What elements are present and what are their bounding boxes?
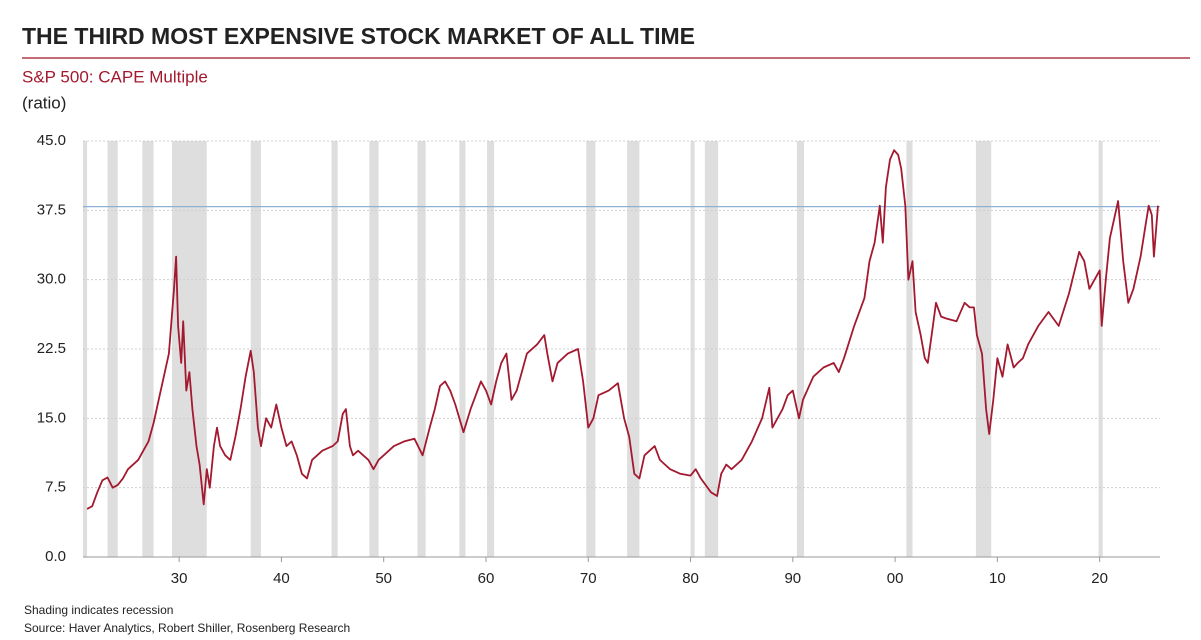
x-tick-label: 90 — [784, 570, 801, 587]
recession-shade — [459, 141, 466, 557]
y-tick-label: 22.5 — [37, 340, 66, 357]
y-tick-label: 0.0 — [45, 548, 66, 565]
chart-subtitle: S&P 500: CAPE Multiple — [22, 67, 208, 86]
x-tick-label: 50 — [375, 570, 392, 587]
y-tick-label: 7.5 — [45, 479, 66, 496]
recession-shade — [906, 141, 913, 557]
x-tick-label: 20 — [1091, 570, 1108, 587]
y-tick-label: 30.0 — [37, 271, 66, 288]
x-tick-label: 00 — [887, 570, 904, 587]
note: Shading indicates recession — [24, 603, 173, 617]
chart-title: THE THIRD MOST EXPENSIVE STOCK MARKET OF… — [22, 23, 695, 49]
recession-shade — [417, 141, 426, 557]
x-tick-label: 60 — [478, 570, 495, 587]
source: Source: Haver Analytics, Robert Shiller,… — [24, 621, 350, 635]
y-tick-label: 37.5 — [37, 201, 66, 218]
y-axis-label: (ratio) — [22, 93, 66, 112]
x-tick-label: 10 — [989, 570, 1006, 587]
y-tick-label: 15.0 — [37, 409, 66, 426]
recession-shade — [369, 141, 379, 557]
recession-shade — [83, 141, 88, 557]
cape-line — [86, 149, 1159, 510]
x-tick-label: 40 — [273, 570, 290, 587]
recession-shade — [487, 141, 495, 557]
recession-shade — [586, 141, 596, 557]
recession-shade — [627, 141, 640, 557]
x-tick-label: 70 — [580, 570, 597, 587]
y-tick-label: 45.0 — [37, 132, 66, 149]
recession-shade — [171, 141, 207, 557]
x-tick-label: 80 — [682, 570, 699, 587]
x-tick-label: 30 — [171, 570, 188, 587]
recession-shade — [331, 141, 338, 557]
